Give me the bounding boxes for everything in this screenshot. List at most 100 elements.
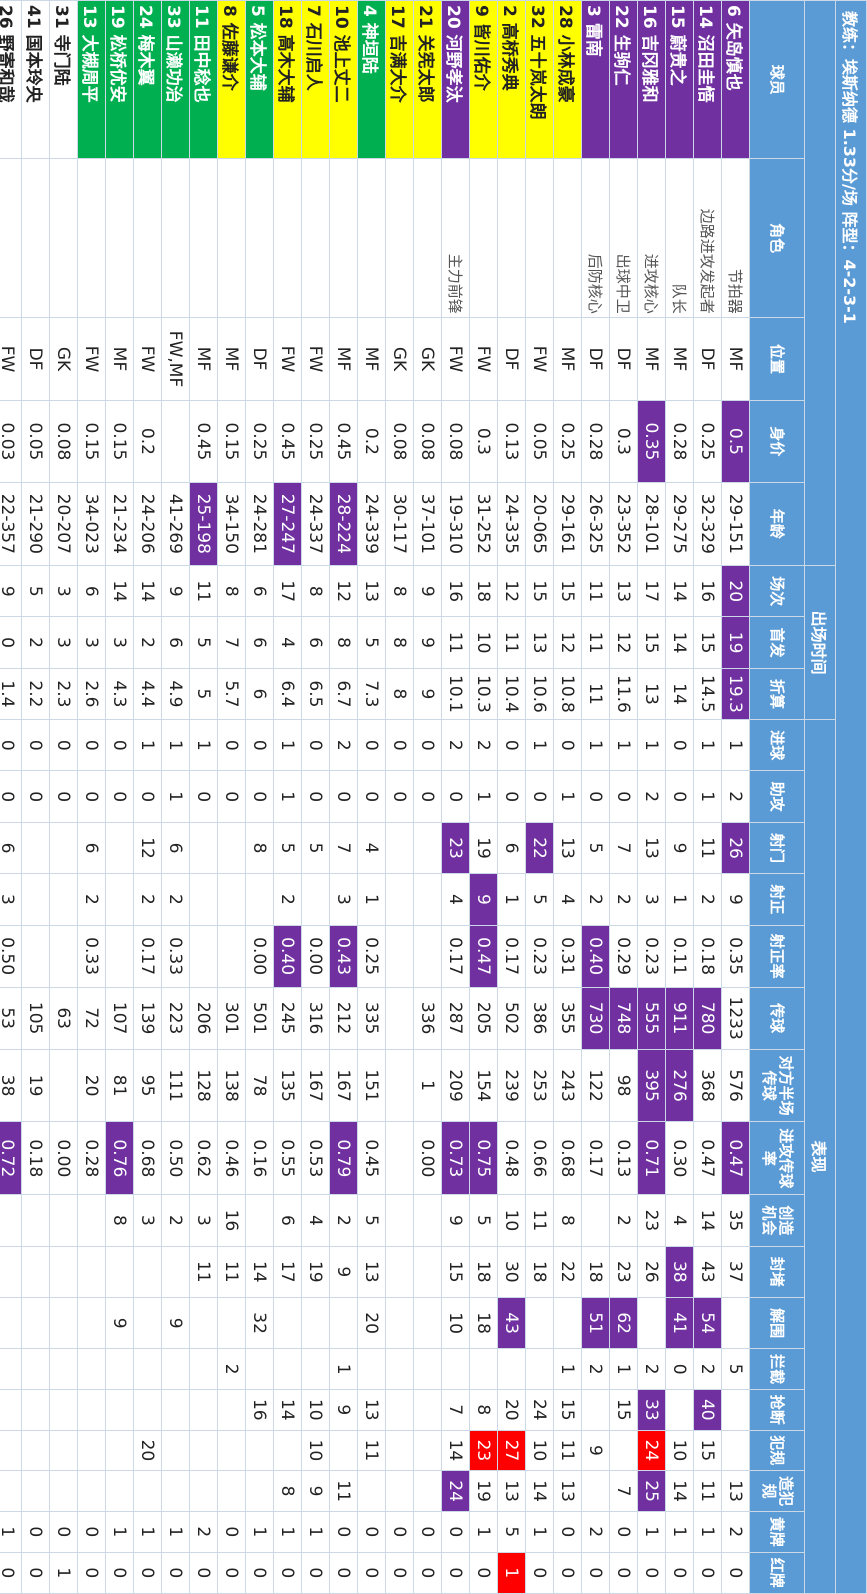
stat-cell: 7.3 [357, 668, 386, 720]
stat-cell: 1 [273, 770, 302, 823]
stat-cell: 98 [609, 1049, 638, 1122]
player-name: 22 生驹仁 [609, 0, 638, 159]
stat-cell: 9 [329, 1246, 358, 1298]
stat-cell: 138 [217, 1049, 246, 1122]
stat-cell: 0 [329, 770, 358, 823]
stat-cell: 0.31 [553, 925, 582, 988]
stat-cell: 0.55 [273, 1121, 302, 1195]
stat-cell: 2 [609, 873, 638, 926]
stat-cell: 0 [273, 1552, 302, 1594]
stat-cell [105, 1430, 134, 1471]
stat-cell: 6 [77, 822, 106, 874]
player-role [161, 158, 190, 318]
stat-cell [581, 1470, 610, 1512]
stat-cell: GK [413, 317, 442, 401]
column-header: 封堵 [749, 1246, 805, 1298]
stat-cell: 0.45 [357, 1121, 386, 1195]
player-name: 16 吉冈雅和 [637, 0, 666, 159]
stat-cell: 2 [693, 1348, 722, 1390]
stat-cell: 245 [273, 987, 302, 1050]
stat-cell [413, 925, 442, 988]
player-role [469, 158, 498, 318]
stat-cell: 0 [329, 1511, 358, 1553]
stat-cell: FW [525, 317, 554, 401]
stat-cell: 6 [0, 822, 22, 874]
stat-cell: 0 [245, 719, 274, 771]
stat-cell: 0 [329, 1552, 358, 1594]
stat-cell: 13 [637, 668, 666, 720]
roster-body: 6 矢岛慎也 节拍器 MF 0.5 29-151 20 19 19.3 1 2 26 9 0.35 123… [0, 0, 750, 1594]
stat-cell [525, 1297, 554, 1349]
stat-cell: 10 [441, 1297, 470, 1349]
stat-cell [49, 1297, 78, 1349]
stat-cell [385, 1430, 414, 1471]
stat-cell: 32 [245, 1297, 274, 1349]
stat-cell: 15 [637, 616, 666, 669]
stat-cell: 2 [581, 873, 610, 926]
stat-cell [273, 1297, 302, 1349]
stat-cell: 1 [609, 719, 638, 771]
stat-cell: 16 [245, 1389, 274, 1431]
stat-cell: 23-352 [609, 482, 638, 566]
stat-cell: FW [301, 317, 330, 401]
stat-cell: 6 [497, 822, 526, 874]
stat-cell: 4.3 [105, 668, 134, 720]
stat-cell: 8 [273, 1470, 302, 1512]
stat-cell: 205 [469, 987, 498, 1050]
player-name: 5 松本大辅 [245, 0, 274, 159]
stat-cell: 1 [105, 1511, 134, 1553]
stat-cell [413, 1470, 442, 1512]
stat-cell [161, 1389, 190, 1431]
player-row: 9 皆川佑介 FW 0.3 31-252 18 10 10.3 2 1 19 9 0.47 205 154… [469, 0, 498, 1594]
player-name: 21 关宪太郎 [413, 0, 442, 159]
stat-cell: 0 [21, 1552, 50, 1594]
stat-cell: 0 [301, 770, 330, 823]
stat-cell [105, 1348, 134, 1390]
stat-cell [189, 1389, 218, 1431]
stat-cell: 6.7 [329, 668, 358, 720]
stat-cell: 8 [301, 565, 330, 617]
stat-cell: 0.08 [413, 400, 442, 483]
stat-cell: FW [441, 317, 470, 401]
stat-cell: GK [49, 317, 78, 401]
stat-cell: 0 [441, 1552, 470, 1594]
column-header: 造犯规 [749, 1470, 805, 1512]
stat-cell: 135 [273, 1049, 302, 1122]
stat-cell: 43 [497, 1297, 526, 1349]
player-name: 3 雷南 [581, 0, 610, 159]
player-role: 后防核心 [581, 158, 610, 318]
stat-cell: 37-101 [413, 482, 442, 566]
stat-cell: 3 [49, 565, 78, 617]
stat-cell: 40 [693, 1389, 722, 1431]
stat-cell: 11 [553, 1430, 582, 1471]
stat-cell: 0 [581, 1552, 610, 1594]
stat-cell: 576 [721, 1049, 750, 1122]
stat-cell: 23 [469, 1430, 498, 1471]
stat-cell: 0.23 [525, 925, 554, 988]
stat-cell: 0.29 [609, 925, 638, 988]
stat-cell: 11 [329, 1470, 358, 1512]
player-role [497, 158, 526, 318]
stat-cell: 24-206 [133, 482, 162, 566]
stat-cell: 0 [497, 719, 526, 771]
stat-cell: 19 [469, 1470, 498, 1512]
stat-cell: 2.3 [49, 668, 78, 720]
stat-cell: 2 [581, 1511, 610, 1553]
stat-cell: 72 [77, 987, 106, 1050]
stat-cell [385, 987, 414, 1050]
stat-cell: 0.53 [301, 1121, 330, 1195]
stat-cell [133, 1297, 162, 1349]
stat-cell: 1 [553, 770, 582, 823]
stat-cell: 0 [385, 719, 414, 771]
stat-cell: 34-023 [77, 482, 106, 566]
player-name: 33 山濑功治 [161, 0, 190, 159]
stat-cell [105, 1389, 134, 1431]
stat-cell: 0 [441, 1511, 470, 1553]
stat-cell: 0 [525, 770, 554, 823]
stat-cell: 3 [189, 1194, 218, 1247]
stat-cell [189, 873, 218, 926]
stat-cell: 0 [357, 1511, 386, 1553]
stat-cell: 14.5 [693, 668, 722, 720]
stat-cell: FW [469, 317, 498, 401]
